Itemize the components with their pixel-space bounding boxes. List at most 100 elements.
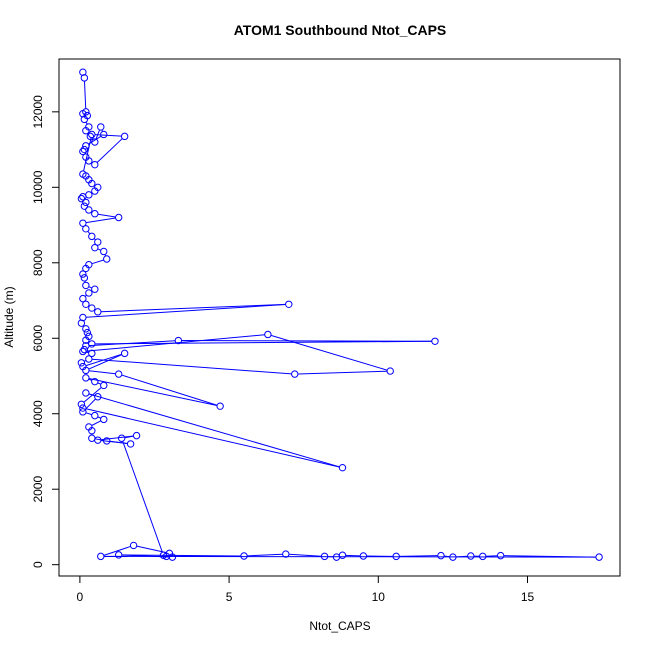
- data-point: [595, 553, 603, 561]
- data-point: [88, 179, 96, 188]
- data-point: [85, 157, 93, 165]
- data-point: [88, 130, 96, 139]
- data-point: [165, 549, 174, 558]
- data-point: [496, 551, 505, 560]
- data-point: [437, 551, 445, 560]
- series-segment: [91, 420, 102, 426]
- series-segment: [91, 358, 292, 375]
- data-point: [91, 411, 99, 420]
- data-point: [100, 130, 108, 139]
- data-point: [82, 142, 90, 150]
- data-point: [91, 285, 99, 293]
- data-point: [103, 255, 111, 263]
- data-point: [82, 225, 90, 233]
- data-point: [94, 308, 102, 316]
- chart-title: ATOM1 Southbound Ntot_CAPS: [234, 22, 447, 38]
- data-point: [120, 132, 129, 141]
- x-tick-label: 5: [226, 590, 233, 604]
- series-segment: [85, 408, 340, 468]
- series-segment: [88, 370, 116, 375]
- data-point: [114, 213, 123, 222]
- data-point: [91, 377, 99, 386]
- data-point: [85, 206, 93, 214]
- series-segment: [247, 553, 283, 557]
- data-point: [82, 374, 90, 382]
- y-tick-label: 0: [31, 561, 45, 568]
- series-segment: [297, 370, 388, 375]
- data-point: [80, 202, 89, 210]
- y-axis: 0 2000 4000 6000 8000 10000 12000: [31, 95, 60, 568]
- series-segment: [136, 545, 167, 554]
- series-segment: [103, 545, 131, 556]
- series-segment: [86, 334, 265, 352]
- series-segment: [97, 382, 102, 385]
- data-point: [80, 74, 89, 82]
- series-segment: [122, 441, 163, 553]
- data-point: [79, 294, 87, 303]
- data-point: [82, 264, 90, 273]
- data-point: [77, 194, 86, 203]
- data-point: [338, 551, 347, 559]
- data-point: [282, 550, 290, 558]
- data-point: [359, 552, 368, 560]
- data-point: [320, 552, 329, 561]
- data-point: [77, 359, 86, 367]
- data-point: [79, 147, 87, 156]
- data-point: [79, 193, 87, 201]
- data-point: [117, 434, 126, 442]
- data-point: [449, 553, 457, 561]
- y-tick-label: 2000: [31, 476, 45, 503]
- data-point: [264, 330, 272, 339]
- data-point: [91, 210, 99, 218]
- data-point: [85, 355, 93, 363]
- series-segment: [88, 135, 102, 145]
- series-segment: [94, 134, 122, 137]
- data-point: [80, 345, 89, 354]
- data-point: [285, 300, 293, 308]
- data-point: [174, 336, 183, 345]
- data-point: [216, 402, 224, 410]
- series-segment: [181, 340, 432, 342]
- series-segment: [84, 81, 87, 109]
- data-point: [82, 300, 90, 308]
- series-points: [77, 68, 603, 561]
- data-point: [291, 370, 299, 378]
- data-point: [79, 347, 87, 356]
- data-point: [82, 342, 90, 350]
- series-segment: [88, 354, 122, 370]
- y-tick-label: 4000: [31, 400, 45, 427]
- data-point: [114, 551, 123, 559]
- data-point: [79, 219, 87, 227]
- series-segment: [121, 554, 241, 557]
- series-segment: [345, 554, 361, 557]
- data-point: [80, 274, 89, 282]
- data-point: [94, 436, 102, 444]
- series-segment: [88, 393, 95, 397]
- series-segment: [91, 259, 104, 265]
- x-tick-label: 15: [521, 590, 535, 604]
- data-point: [82, 389, 90, 397]
- series-segment: [270, 334, 388, 371]
- x-tick-label: 0: [77, 590, 84, 604]
- data-point: [82, 127, 90, 135]
- x-axis-label: Ntot_CAPS: [309, 619, 370, 633]
- series-segment: [100, 435, 134, 441]
- data-point: [88, 304, 96, 312]
- data-point: [94, 238, 102, 246]
- y-tick-label: 10000: [31, 170, 45, 204]
- series-segment: [85, 412, 92, 416]
- data-point: [86, 132, 95, 141]
- series-segment: [103, 555, 596, 558]
- data-point: [103, 437, 111, 445]
- series-segment: [97, 416, 102, 419]
- series-segment: [88, 378, 93, 381]
- data-point: [120, 349, 129, 358]
- data-point: [88, 232, 96, 241]
- data-point: [100, 247, 108, 256]
- data-point: [79, 270, 87, 278]
- series-segment: [399, 555, 438, 557]
- data-point: [467, 552, 475, 560]
- data-point: [91, 138, 99, 146]
- series-segment: [100, 303, 286, 313]
